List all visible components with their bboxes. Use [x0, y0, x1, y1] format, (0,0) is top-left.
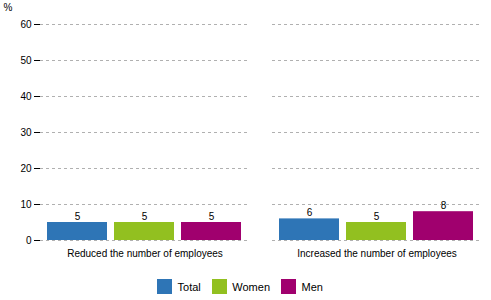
- svg-text:40: 40: [20, 91, 32, 102]
- svg-text:60: 60: [20, 19, 32, 30]
- svg-text:8: 8: [441, 200, 447, 211]
- html-text:Total: Total: [177, 280, 201, 293]
- html-text:Men: Men: [301, 280, 323, 293]
- svg-text:50: 50: [20, 55, 32, 66]
- svg-text:Increased the number of employ: Increased the number of employees: [297, 248, 457, 259]
- svg-text:20: 20: [20, 163, 32, 174]
- svg-text:5: 5: [374, 211, 380, 222]
- svg-text:5: 5: [142, 211, 148, 222]
- svg-text:30: 30: [20, 127, 32, 138]
- svg-text:5: 5: [209, 211, 215, 222]
- svg-text:6: 6: [307, 207, 313, 218]
- svg-text:5: 5: [75, 211, 81, 222]
- svg-text:%: %: [4, 2, 13, 13]
- svg-text:Reduced the number of employee: Reduced the number of employees: [67, 248, 223, 259]
- svg-text:0: 0: [26, 235, 32, 246]
- html-text:Women: Women: [232, 280, 270, 293]
- svg-text:10: 10: [20, 199, 32, 210]
